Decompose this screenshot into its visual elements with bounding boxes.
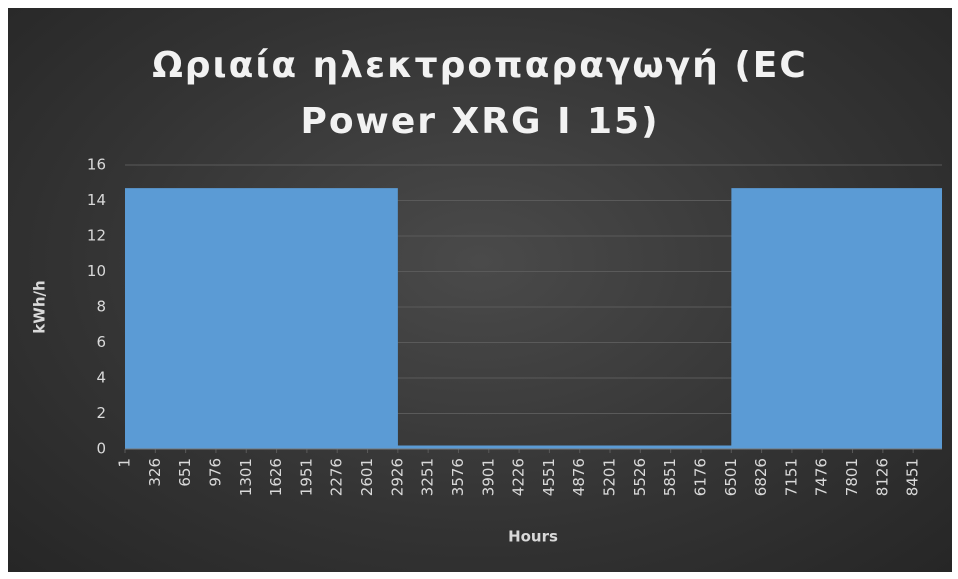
x-tick-label: 1301 [237,458,255,496]
y-tick-label: 4 [96,369,106,387]
x-tick-label: 5201 [601,458,619,496]
x-tick-label: 4551 [540,458,558,496]
x-tick-label: 976 [206,458,224,487]
y-tick-label: 10 [87,262,106,280]
x-tick-label: 326 [146,458,164,487]
x-tick-label: 5526 [631,458,649,496]
x-tick-label: 651 [176,458,194,487]
chart-title: Ωριαία ηλεκτροπαραγωγή (EC Power XRG I 1… [152,45,808,142]
area [125,188,942,449]
y-tick-label: 16 [87,156,106,174]
x-tick-label: 6176 [691,458,709,496]
x-tick-label: 2926 [388,458,406,496]
y-tick-label: 14 [87,191,106,209]
x-tick-label: 6826 [752,458,770,496]
y-tick-label: 8 [96,298,106,316]
x-tick-label: 1951 [297,458,315,496]
y-tick-label: 2 [96,404,106,422]
x-tick-label: 8451 [904,458,922,496]
x-tick-label: 4226 [510,458,528,496]
x-tick-label: 4876 [570,458,588,496]
x-tick-label: 1626 [267,458,285,496]
x-tick-label: 2276 [328,458,346,496]
y-tick-label: 6 [96,333,106,351]
x-tick-label: 8126 [873,458,891,496]
x-tick-label: 3251 [419,458,437,496]
y-axis-label: kWh/h [31,280,49,333]
x-tick-label: 6501 [722,458,740,496]
x-tick-label: 7151 [782,458,800,496]
x-axis-label: Hours [508,528,558,546]
y-tick-label: 0 [96,440,106,458]
x-tick-label: 7801 [843,458,861,496]
x-tick-label: 3576 [449,458,467,496]
x-tick-label: 3901 [479,458,497,496]
y-tick-label: 12 [87,227,106,245]
x-tick-label: 7476 [813,458,831,496]
x-tick-label: 1 [116,458,134,468]
x-tick-label: 2601 [358,458,376,496]
x-tick-label: 5851 [661,458,679,496]
